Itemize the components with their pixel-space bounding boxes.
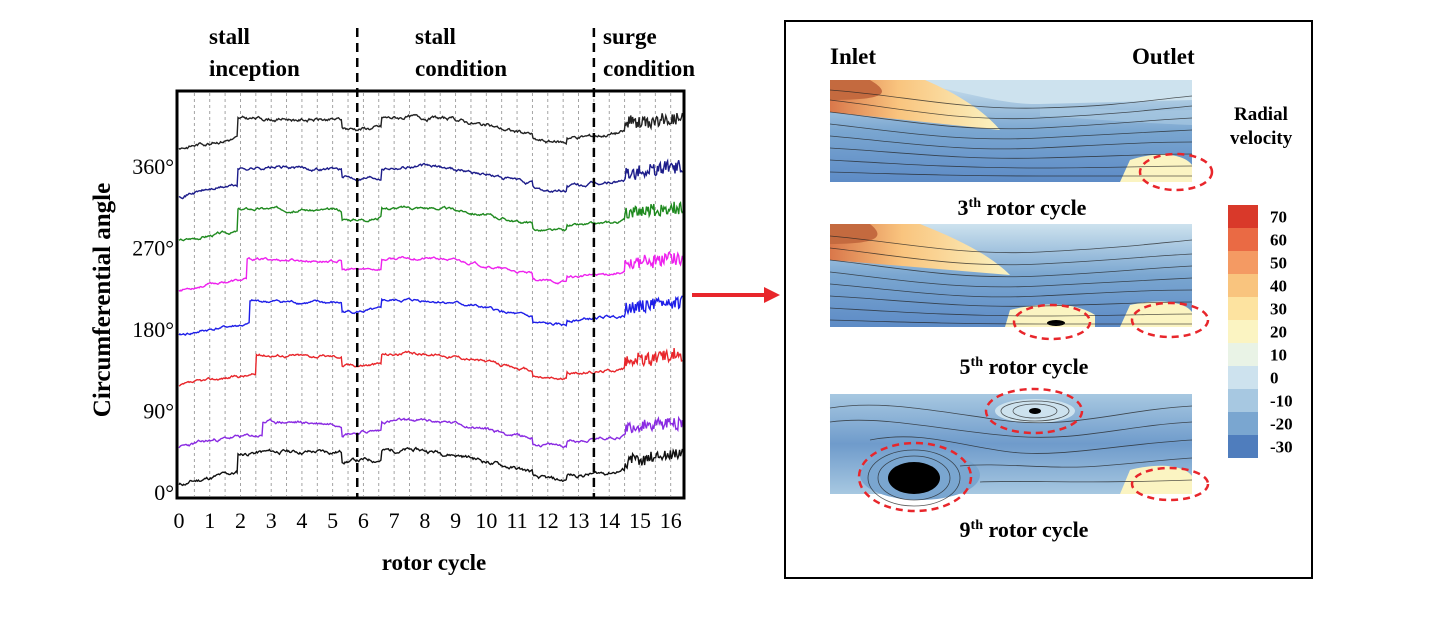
legend-value-label: 40 xyxy=(1270,277,1287,296)
series-line xyxy=(178,112,684,151)
cycle-caption-9th: 9th rotor cycle xyxy=(960,517,1089,542)
cycle-suffix: th xyxy=(969,196,982,211)
series-line xyxy=(178,158,683,200)
x-tick-label: 0 xyxy=(174,508,185,533)
x-tick-label: 12 xyxy=(537,508,559,533)
legend-value-label: 50 xyxy=(1270,254,1287,273)
cycle-label: rotor cycle xyxy=(983,517,1089,542)
legend-swatch xyxy=(1228,435,1258,458)
contour-9th-cycle xyxy=(829,394,1193,507)
phase-label-stall-condition-2: condition xyxy=(415,56,507,81)
legend-swatch xyxy=(1228,320,1258,343)
series-line xyxy=(178,415,684,449)
y-tick-label: 360° xyxy=(132,154,174,179)
legend-swatch xyxy=(1228,366,1258,389)
y-axis-label: Circumferential angle xyxy=(89,183,116,417)
cycle-label: rotor cycle xyxy=(981,195,1087,220)
series-line xyxy=(178,446,684,487)
highlight-ellipse xyxy=(1138,152,1214,192)
legend-title-line1: Radial xyxy=(1234,104,1288,125)
series-lines xyxy=(178,112,684,487)
cycle-suffix: th xyxy=(971,355,984,370)
legend-swatch xyxy=(1228,412,1258,435)
x-tick-label: 5 xyxy=(327,508,338,533)
x-tick-label: 15 xyxy=(629,508,651,533)
x-tick-label: 3 xyxy=(266,508,277,533)
color-legend: 70 60 50 40 30 20 10 0 -10 -20 -30 xyxy=(1228,205,1293,458)
legend-swatch xyxy=(1228,297,1258,320)
legend-value-label: 0 xyxy=(1270,369,1279,388)
phase-label-surge-condition-2: condition xyxy=(603,56,695,81)
legend-value-label: -10 xyxy=(1270,392,1293,411)
cycle-label: rotor cycle xyxy=(983,354,1089,379)
cycle-number: 9 xyxy=(960,517,971,542)
outlet-label: Outlet xyxy=(1132,44,1195,69)
plot-frame xyxy=(175,89,686,500)
phase-label-surge-condition-1: surge xyxy=(603,24,657,49)
legend-swatch xyxy=(1228,251,1258,274)
y-tick-label: 0° xyxy=(154,480,174,505)
x-tick-label: 6 xyxy=(358,508,369,533)
flow-field-panel: Inlet Outlet 3th rotor cycle xyxy=(784,20,1313,579)
x-axis-label: rotor cycle xyxy=(382,550,487,575)
arrow-to-panel xyxy=(692,287,780,303)
legend-value-label: 30 xyxy=(1270,300,1287,319)
cycle-caption-5th: 5th rotor cycle xyxy=(960,354,1089,379)
legend-value-label: 60 xyxy=(1270,231,1287,250)
highlight-ellipse xyxy=(857,441,973,513)
legend-value-label: 70 xyxy=(1270,208,1287,227)
phase-label-stall-inception-1: stall xyxy=(209,24,250,49)
x-tick-label: 14 xyxy=(598,508,620,533)
legend-swatch xyxy=(1228,343,1258,366)
x-tick-label: 1 xyxy=(204,508,215,533)
highlight-ellipse xyxy=(1130,466,1210,502)
circumferential-angle-chart: stall inception stall condition surge co… xyxy=(89,24,695,575)
y-tick-label: 90° xyxy=(143,399,174,424)
y-tick-label: 270° xyxy=(132,236,174,261)
x-tick-label: 9 xyxy=(450,508,461,533)
x-tick-label: 13 xyxy=(568,508,590,533)
y-tick-label: 180° xyxy=(132,317,174,342)
phase-dividers xyxy=(355,28,596,498)
x-tick-label: 7 xyxy=(389,508,400,533)
series-line xyxy=(178,295,683,336)
highlight-ellipse xyxy=(984,387,1084,435)
legend-swatch xyxy=(1228,274,1258,297)
inlet-label: Inlet xyxy=(830,44,876,69)
legend-swatch xyxy=(1228,389,1258,412)
legend-value-label: 10 xyxy=(1270,346,1287,365)
x-tick-label: 11 xyxy=(506,508,527,533)
contour-3rd-cycle xyxy=(829,80,1193,182)
series-line xyxy=(178,200,684,242)
legend-title-line2: velocity xyxy=(1230,128,1293,149)
cycle-caption-3rd: 3th rotor cycle xyxy=(958,195,1087,220)
legend-value-label: -20 xyxy=(1270,415,1293,434)
phase-label-stall-inception-2: inception xyxy=(209,56,300,81)
series-line xyxy=(178,250,684,292)
legend-swatch xyxy=(1228,205,1258,228)
x-tick-label: 10 xyxy=(475,508,497,533)
highlight-ellipse xyxy=(1012,303,1092,341)
x-tick-label: 16 xyxy=(660,508,682,533)
series-line xyxy=(178,348,683,387)
highlight-ellipse xyxy=(1130,301,1210,339)
phase-label-stall-condition-1: stall xyxy=(415,24,456,49)
contour-5th-cycle xyxy=(829,224,1193,327)
legend-value-label: 20 xyxy=(1270,323,1287,342)
cycle-suffix: th xyxy=(971,518,984,533)
cycle-number: 3 xyxy=(958,195,969,220)
x-tick-label: 2 xyxy=(235,508,246,533)
grid-lines xyxy=(193,93,672,496)
legend-swatch xyxy=(1228,228,1258,251)
phase-labels: stall inception stall condition surge co… xyxy=(209,24,695,81)
x-tick-label: 8 xyxy=(419,508,430,533)
cycle-number: 5 xyxy=(960,354,971,379)
x-tick-label: 4 xyxy=(296,508,307,533)
legend-value-label: -30 xyxy=(1270,438,1293,457)
